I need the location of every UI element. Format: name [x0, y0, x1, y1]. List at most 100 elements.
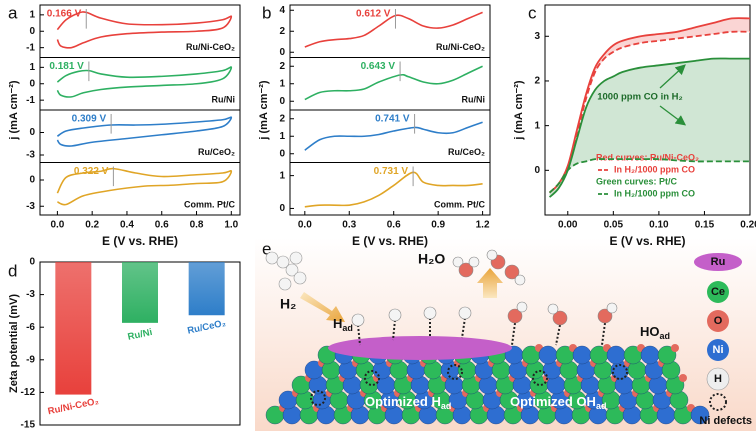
atom [572, 345, 592, 365]
series-label: Ru/CeO₂ [198, 147, 235, 157]
legend-label: H [714, 373, 722, 385]
legend-label: Ru [711, 256, 726, 268]
x-tick-label: 0.0 [50, 220, 64, 231]
curve [548, 57, 750, 198]
peak-label: 0.612 V [356, 9, 391, 20]
ni-defect [447, 364, 463, 380]
y-tick-label: 1 [279, 170, 285, 181]
y-tick-label: 0 [29, 257, 35, 268]
x-tick-label: 0.3 [342, 220, 356, 231]
annotation: 1000 ppm CO in H₂ [597, 92, 683, 103]
peak-label: 0.322 V [74, 166, 109, 177]
x-tick-label: 1.2 [476, 220, 490, 231]
panel-label: c [528, 3, 537, 22]
y-tick-label: 2 [534, 76, 540, 87]
y-axis-title: j (mA cm⁻²) [513, 80, 525, 141]
y-tick-label: 0 [29, 175, 35, 186]
series-label: Ru/CeO₂ [448, 147, 485, 157]
ru-cluster [328, 336, 512, 360]
atom [640, 345, 660, 365]
y-tick-label: 0 [279, 47, 285, 58]
y-tick-label: 3 [534, 31, 540, 42]
series-label: Comm. Pt/C [184, 199, 236, 209]
x-axis-title: E (V vs. RHE) [609, 234, 685, 248]
peak-label: 0.166 V [47, 9, 82, 20]
x-tick-label: 0.2 [85, 220, 99, 231]
lattice [265, 344, 710, 425]
y-tick-label: -9 [26, 354, 35, 365]
y-tick-label: 2 [279, 113, 285, 124]
peak-label: 0.181 V [49, 61, 84, 72]
curve [548, 158, 750, 194]
y-tick-label: 0 [279, 148, 285, 159]
bar [55, 262, 92, 395]
legend-label: O [714, 315, 723, 327]
curve [56, 167, 233, 206]
peak-label: 0.643 V [361, 61, 396, 72]
y-tick-label: 1 [279, 78, 285, 89]
y-tick-label: 1 [29, 62, 35, 73]
legend: Ru Ce O Ni H Ni defects [694, 253, 752, 427]
ho-ad-label: HOad [640, 324, 670, 341]
y-tick-label: 4 [279, 5, 285, 16]
atom [690, 405, 710, 425]
y-axis-title: j (mA cm⁻²) [258, 80, 270, 141]
y-tick-label: 2 [279, 26, 285, 37]
x-tick-label: 0.4 [120, 220, 134, 231]
panel-label: e [262, 239, 271, 258]
atom [657, 345, 677, 365]
y-tick-label: 0 [279, 96, 285, 107]
h2-label: H₂ [280, 296, 296, 312]
curve [304, 171, 483, 208]
x-tick-label: 0.6 [155, 220, 169, 231]
legend-label: In H₂/1000 ppm CO [614, 188, 695, 198]
atom [679, 374, 687, 382]
y-tick-label: 0 [29, 78, 35, 89]
series-label: Ru/Ni [212, 94, 236, 104]
y-tick-label: -12 [21, 387, 36, 398]
ni-defect [310, 390, 326, 406]
y-tick-label: 0 [29, 26, 35, 37]
series-label: Comm. Pt/C [434, 199, 486, 209]
legend-label: Ni defects [699, 415, 752, 427]
panel-label: d [8, 261, 17, 280]
legend-label: Ni [713, 344, 724, 356]
y-tick-label: -1 [26, 95, 35, 106]
atom [606, 345, 626, 365]
y-tick-label: -1 [26, 42, 35, 53]
x-tick-label: 0.0 [298, 220, 312, 231]
x-tick-label: 0.20 [740, 220, 756, 231]
x-tick-label: 0.15 [695, 220, 715, 231]
y-tick-label: -6 [26, 322, 35, 333]
series-label: Ru/Ni-CeO₂ [436, 42, 485, 52]
bar [188, 262, 225, 316]
series-label: Ru/Ni [462, 94, 486, 104]
adsorbates [357, 317, 606, 346]
panel-label: b [262, 3, 271, 22]
h-ad-label: Had [333, 316, 353, 333]
peak-label: 0.741 V [375, 114, 410, 125]
atom [538, 345, 558, 365]
series-label: Ru/Ni-CeO₂ [186, 42, 235, 52]
y-tick-label: 2 [279, 61, 285, 72]
legend-label: In H₂/1000 ppm CO [614, 164, 695, 174]
ni-defect [364, 370, 380, 386]
optimized-h-label: Optimized Had [365, 394, 451, 411]
shaded-area [549, 58, 750, 198]
y-tick-label: -3 [26, 150, 35, 161]
y-axis-title: j (mA cm⁻²) [8, 80, 20, 141]
y-axis-title: Zeta potential (mV) [8, 294, 20, 393]
legend-label: Ce [711, 286, 725, 298]
annotation-arrows [659, 64, 687, 126]
y-tick-label: 0 [534, 165, 540, 176]
curve [304, 121, 483, 151]
y-tick-label: -3 [26, 289, 35, 300]
adsorbed-atoms [351, 249, 618, 327]
x-tick-label: 0.10 [649, 220, 669, 231]
arrow [300, 292, 345, 322]
category-label: Ru/Ni-CeO₂ [47, 396, 100, 418]
bar [122, 262, 158, 323]
arrow [477, 268, 503, 298]
x-tick-label: 0.9 [431, 220, 445, 231]
